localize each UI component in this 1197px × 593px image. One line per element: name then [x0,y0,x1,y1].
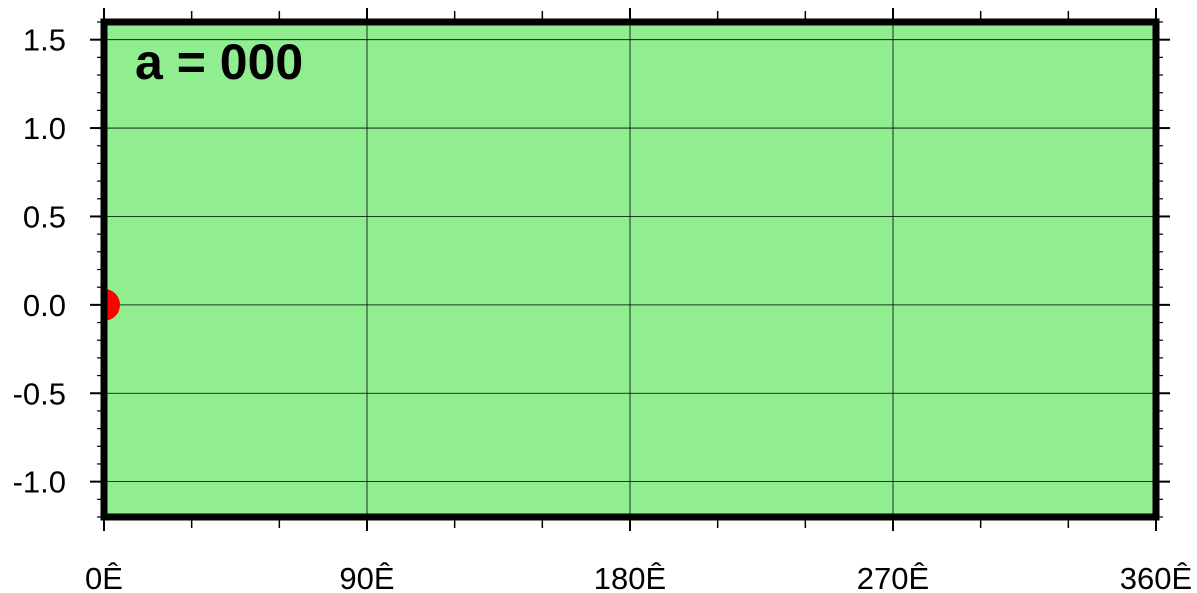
x-tick-label-1: 90Ê [339,561,394,593]
data-points [104,288,120,321]
y-tick-label-1: 1.0 [23,111,66,146]
x-tick-labels: 0Ê 90Ê 180Ê 270Ê 360Ê [85,561,1192,593]
x-tick-label-0: 0Ê [85,561,123,593]
gridlines [104,22,1156,517]
y-tick-label-2: 0.5 [23,199,66,234]
y-tick-label-4: -0.5 [13,376,66,411]
data-point-0 [104,288,120,321]
x-tick-label-4: 360Ê [1120,561,1192,593]
y-tick-labels: 1.5 1.0 0.5 0.0 -0.5 -1.0 [13,23,66,500]
y-tick-label-0: 1.5 [23,23,66,58]
plot-frame [100,18,1160,521]
y-tick-label-5: -1.0 [13,465,66,500]
x-tick-label-2: 180Ê [594,561,666,593]
x-tick-label-3: 270Ê [857,561,929,593]
y-tick-label-3: 0.0 [23,288,66,323]
panel-annotation: a = 000 [135,34,303,90]
